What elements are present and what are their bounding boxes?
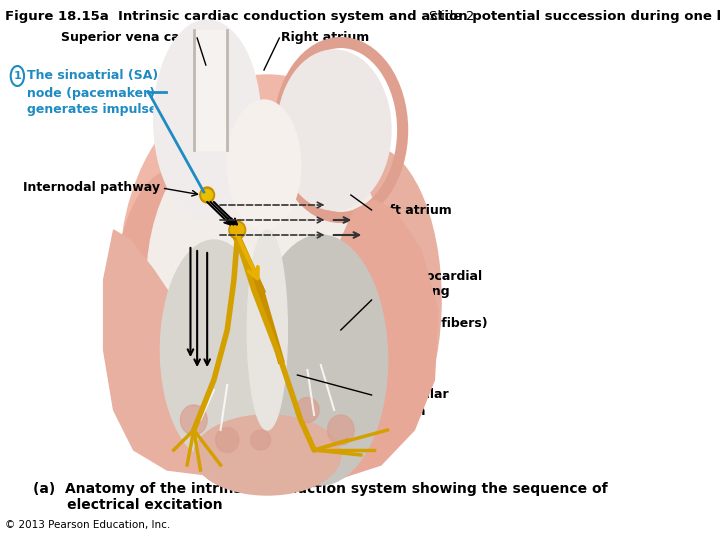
Text: Left atrium: Left atrium <box>373 204 451 217</box>
Text: generates impulses.: generates impulses. <box>27 104 169 117</box>
Text: 1: 1 <box>14 71 22 81</box>
Ellipse shape <box>277 50 391 210</box>
Ellipse shape <box>228 100 301 230</box>
Ellipse shape <box>296 397 319 422</box>
Polygon shape <box>104 230 254 475</box>
Text: Slide 2: Slide 2 <box>429 10 474 23</box>
Text: © 2013 Pearson Education, Inc.: © 2013 Pearson Education, Inc. <box>5 520 171 530</box>
Polygon shape <box>294 200 438 478</box>
Bar <box>194 30 228 150</box>
Ellipse shape <box>153 20 261 220</box>
Ellipse shape <box>254 235 387 485</box>
Ellipse shape <box>251 430 271 450</box>
Ellipse shape <box>202 190 212 200</box>
Ellipse shape <box>247 230 287 430</box>
Ellipse shape <box>294 145 441 455</box>
Text: Superior vena cava: Superior vena cava <box>61 31 197 44</box>
Text: Figure 18.15a  Intrinsic cardiac conduction system and action potential successi: Figure 18.15a Intrinsic cardiac conducti… <box>5 10 720 23</box>
Text: The sinoatrial (SA): The sinoatrial (SA) <box>27 70 158 83</box>
Text: node (pacemaker): node (pacemaker) <box>27 86 155 99</box>
Ellipse shape <box>200 187 215 203</box>
Ellipse shape <box>215 428 239 453</box>
Ellipse shape <box>114 170 234 450</box>
Text: Internodal pathway: Internodal pathway <box>23 181 161 194</box>
Ellipse shape <box>194 415 341 495</box>
Text: Subendocardial
conducting
network
(Purkinje fibers): Subendocardial conducting network (Purki… <box>373 269 487 330</box>
Ellipse shape <box>147 115 387 445</box>
Text: electrical excitation: electrical excitation <box>33 498 223 512</box>
Ellipse shape <box>120 75 414 465</box>
Text: Inter-
ventricular
septum: Inter- ventricular septum <box>373 373 449 417</box>
Text: Right atrium: Right atrium <box>281 31 369 44</box>
Ellipse shape <box>181 405 207 435</box>
Ellipse shape <box>230 223 244 237</box>
Text: (a)  Anatomy of the intrinsic conduction system showing the sequence of: (a) Anatomy of the intrinsic conduction … <box>33 482 608 496</box>
Ellipse shape <box>161 240 267 460</box>
Ellipse shape <box>328 415 354 445</box>
Ellipse shape <box>229 221 246 239</box>
